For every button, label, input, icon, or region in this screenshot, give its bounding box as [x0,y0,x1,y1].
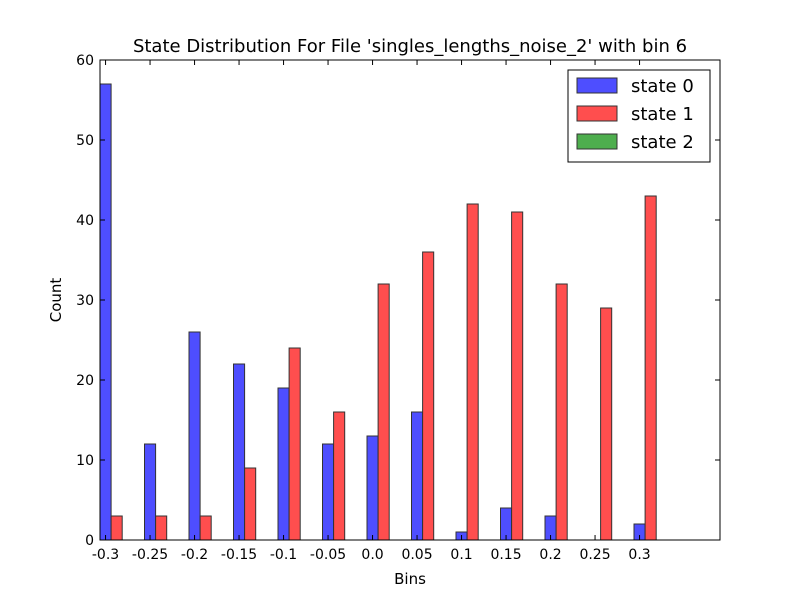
bar-state-1--0.15 [244,467,257,541]
x-tick-label: 0.3 [628,547,650,563]
bar-state-1--0.3 [110,515,123,541]
x-tick-label: 0.2 [539,547,561,563]
y-tick-label: 30 [76,293,94,309]
y-axis-ticks: 0 10 20 30 40 50 60 [76,53,720,549]
x-tick-label: -0.1 [270,547,297,563]
bar-state-1-0.3 [644,195,657,541]
y-tick-label: 60 [76,53,94,69]
y-axis-label: Count [47,278,65,323]
bar-state-0-0.0 [366,435,379,541]
bar-state-0--0.1 [277,387,290,541]
legend-swatch-state-2 [576,133,618,150]
bar-state-1-0.2 [555,283,568,541]
bar-state-1-0.25 [600,307,613,541]
x-tick-label: 0.05 [401,547,432,563]
bar-state-0--0.3 [99,83,112,541]
legend-swatch-state-0 [576,77,618,94]
bar-state-1--0.25 [155,515,168,541]
x-tick-label: -0.2 [181,547,208,563]
bar-state-1--0.05 [333,411,346,541]
bar-state-1-0.05 [422,251,435,541]
x-tick-label: -0.05 [310,547,346,563]
x-axis-ticks: -0.3 -0.25 -0.2 -0.15 -0.1 -0.05 0.0 0.05 0.1 0.1… [92,60,651,563]
bar-state-1--0.1 [288,347,301,541]
bar-state-1--0.2 [199,515,212,541]
y-tick-label: 20 [76,373,94,389]
x-tick-label: -0.15 [221,547,257,563]
legend-label-state-2: state 2 [631,132,694,153]
chart-title: State Distribution For File 'singles_len… [133,36,687,57]
x-tick-label: 0.25 [579,547,610,563]
bar-state-1-0.15 [511,211,524,541]
x-tick-label: -0.25 [132,547,168,563]
x-tick-label: 0.0 [361,547,383,563]
bar-state-0--0.2 [188,331,201,541]
x-tick-label: -0.3 [92,547,119,563]
bar-state-1-0.0 [377,283,390,541]
y-tick-label: 50 [76,133,94,149]
bar-state-0--0.15 [233,363,246,541]
x-tick-label: 0.15 [490,547,521,563]
y-tick-label: 0 [85,533,94,549]
x-tick-label: 0.1 [450,547,472,563]
legend-label-state-1: state 1 [631,104,694,125]
legend-label-state-0: state 0 [631,76,694,97]
y-tick-label: 10 [76,453,94,469]
bar-state-0-0.05 [411,411,424,541]
legend: state 0 state 1 state 2 [567,69,711,163]
legend-swatch-state-1 [576,105,618,122]
bar-state-0--0.05 [322,443,335,541]
bar-state-0--0.25 [144,443,157,541]
y-tick-label: 40 [76,213,94,229]
x-axis-label: Bins [394,570,426,588]
bar-state-1-0.1 [466,203,479,541]
